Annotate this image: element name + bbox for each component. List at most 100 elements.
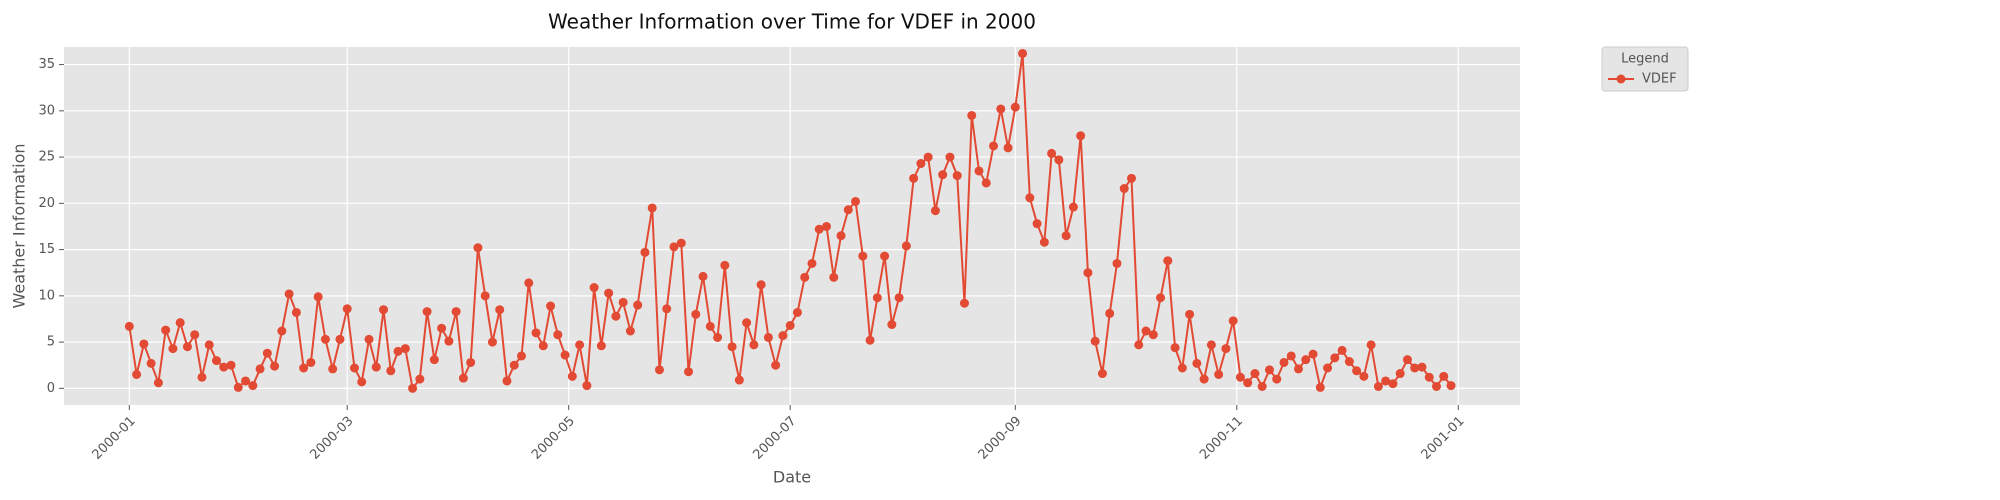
data-point bbox=[1417, 362, 1427, 372]
data-point bbox=[1330, 353, 1340, 363]
data-point bbox=[734, 375, 744, 385]
data-point bbox=[1359, 371, 1369, 381]
data-point bbox=[807, 258, 817, 268]
data-point bbox=[415, 374, 425, 384]
data-point bbox=[654, 365, 664, 375]
data-point bbox=[887, 320, 897, 330]
legend-label: VDEF bbox=[1642, 72, 1677, 87]
y-tick-label: 30 bbox=[38, 103, 55, 118]
data-point bbox=[1344, 357, 1354, 367]
data-point bbox=[487, 337, 497, 347]
data-point bbox=[226, 360, 236, 370]
data-point bbox=[458, 373, 468, 383]
data-point bbox=[146, 358, 156, 368]
data-point bbox=[509, 360, 519, 370]
y-tick-label: 0 bbox=[47, 381, 55, 396]
data-point bbox=[930, 206, 940, 216]
data-point bbox=[1221, 344, 1231, 354]
data-point bbox=[546, 301, 556, 311]
data-point bbox=[1243, 378, 1253, 388]
data-point bbox=[625, 326, 635, 336]
legend-marker bbox=[1616, 74, 1626, 84]
data-point bbox=[495, 305, 505, 315]
data-point bbox=[1032, 219, 1042, 229]
plot-area bbox=[64, 47, 1520, 405]
data-point bbox=[538, 341, 548, 351]
data-point bbox=[749, 340, 759, 350]
data-point bbox=[778, 331, 788, 341]
data-point bbox=[328, 364, 338, 374]
data-point bbox=[843, 205, 853, 215]
y-axis-label: Weather Information bbox=[10, 143, 29, 308]
data-point bbox=[785, 320, 795, 330]
data-point bbox=[1264, 365, 1274, 375]
data-point bbox=[909, 173, 919, 183]
x-tick-label: 2000-03 bbox=[307, 414, 356, 463]
data-point bbox=[204, 340, 214, 350]
data-point bbox=[284, 289, 294, 299]
data-point bbox=[640, 247, 650, 257]
data-point bbox=[379, 305, 389, 315]
data-point bbox=[1250, 369, 1260, 379]
data-point bbox=[480, 291, 490, 301]
data-point bbox=[190, 330, 200, 340]
data-point bbox=[313, 292, 323, 302]
data-point bbox=[952, 171, 962, 181]
x-tick-label: 2001-01 bbox=[1419, 414, 1468, 463]
data-point bbox=[1366, 340, 1376, 350]
data-point bbox=[981, 178, 991, 188]
data-point bbox=[713, 332, 723, 342]
data-point bbox=[422, 307, 432, 317]
data-point bbox=[945, 152, 955, 162]
data-point bbox=[1308, 349, 1318, 359]
data-point bbox=[560, 350, 570, 360]
chart-title: Weather Information over Time for VDEF i… bbox=[548, 10, 1036, 34]
data-point bbox=[705, 321, 715, 331]
data-point bbox=[182, 342, 192, 352]
data-point bbox=[1185, 309, 1195, 319]
data-point bbox=[684, 367, 694, 377]
data-point bbox=[1170, 343, 1180, 353]
data-point bbox=[829, 272, 839, 282]
data-point bbox=[429, 355, 439, 365]
data-point bbox=[1177, 363, 1187, 373]
data-point bbox=[1424, 372, 1434, 382]
legend-title: Legend bbox=[1621, 52, 1669, 67]
data-point bbox=[923, 152, 933, 162]
data-point bbox=[814, 224, 824, 234]
data-point bbox=[371, 362, 381, 372]
data-point bbox=[1192, 358, 1202, 368]
data-point bbox=[1410, 363, 1420, 373]
data-point bbox=[894, 293, 904, 303]
data-point bbox=[197, 372, 207, 382]
data-point bbox=[277, 326, 287, 336]
data-point bbox=[1025, 193, 1035, 203]
y-tick-label: 35 bbox=[38, 57, 55, 72]
data-point bbox=[1301, 355, 1311, 365]
data-point bbox=[124, 321, 134, 331]
data-point bbox=[1206, 340, 1216, 350]
data-point bbox=[974, 166, 984, 176]
data-point bbox=[872, 293, 882, 303]
data-point bbox=[582, 381, 592, 391]
data-point bbox=[851, 196, 861, 206]
data-point bbox=[437, 323, 447, 333]
data-point bbox=[720, 260, 730, 270]
data-point bbox=[335, 334, 345, 344]
data-point bbox=[1381, 376, 1391, 386]
data-point bbox=[1286, 351, 1296, 361]
data-point bbox=[524, 278, 534, 288]
y-tick-label: 15 bbox=[38, 242, 55, 257]
data-point bbox=[1228, 316, 1238, 326]
data-point bbox=[1134, 340, 1144, 350]
data-point bbox=[262, 348, 272, 358]
data-point bbox=[1315, 382, 1325, 392]
data-point bbox=[901, 241, 911, 251]
data-point bbox=[270, 361, 280, 371]
data-point bbox=[1337, 345, 1347, 355]
data-point bbox=[132, 369, 142, 379]
data-point bbox=[647, 203, 657, 213]
data-point bbox=[168, 344, 178, 354]
data-point bbox=[175, 318, 185, 328]
data-point bbox=[291, 307, 301, 317]
